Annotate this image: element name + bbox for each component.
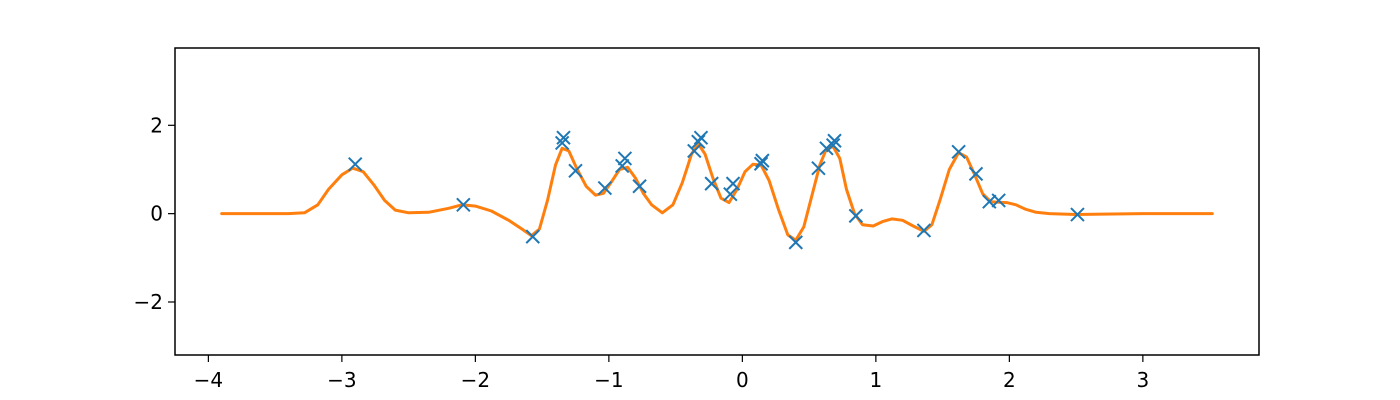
sample-marker-24	[916, 223, 932, 238]
sample-marker-18	[788, 235, 803, 250]
sample-marker-21	[825, 137, 841, 153]
sample-marker-4	[556, 130, 571, 145]
sample-marker-9	[632, 179, 647, 194]
x-tick-label: −3	[327, 368, 356, 392]
axes-frame	[174, 47, 1260, 356]
sample-marker-29	[1070, 207, 1085, 222]
sample-marker-25	[951, 144, 966, 160]
x-tick-label: 0	[736, 368, 749, 392]
sample-marker-2	[525, 229, 540, 244]
x-tick-label: −4	[194, 368, 223, 392]
sample-marker-3	[554, 135, 570, 151]
sample-marker-1	[456, 197, 471, 213]
sample-marker-23	[848, 208, 864, 224]
sample-marker-14	[723, 187, 738, 202]
sample-marker-26	[968, 166, 984, 182]
sample-marker-5	[568, 163, 583, 179]
sample-marker-13	[704, 176, 719, 191]
sample-marker-15	[725, 176, 741, 191]
sample-marker-17	[755, 153, 770, 168]
x-axis-ticks: −4 −3 −2 −1 0 1 2 3	[194, 355, 1149, 392]
x-tick-label: 3	[1136, 368, 1149, 392]
sample-marker-28	[991, 193, 1006, 208]
sample-marker-19	[811, 160, 826, 176]
x-tick-label: 2	[1003, 368, 1016, 392]
x-tick-label: −1	[594, 368, 623, 392]
sample-marker-8	[617, 151, 633, 166]
sample-marker-16	[753, 156, 769, 171]
x-tick-label: −2	[461, 368, 490, 392]
sample-marker-10	[687, 143, 702, 159]
sample-marker-22	[827, 133, 842, 148]
sample-marker-6	[597, 180, 613, 196]
sample-marker-0	[348, 156, 363, 172]
y-tick-label: 2	[150, 113, 163, 137]
sample-markers-layer	[348, 130, 1085, 250]
y-tick-label: −2	[134, 290, 163, 314]
y-axis-ticks: −2 0 2	[134, 113, 175, 314]
sample-marker-7	[615, 158, 630, 174]
sample-marker-12	[693, 130, 709, 145]
plot-area	[175, 48, 1259, 355]
x-tick-label: 1	[869, 368, 882, 392]
y-tick-label: 0	[150, 202, 163, 226]
